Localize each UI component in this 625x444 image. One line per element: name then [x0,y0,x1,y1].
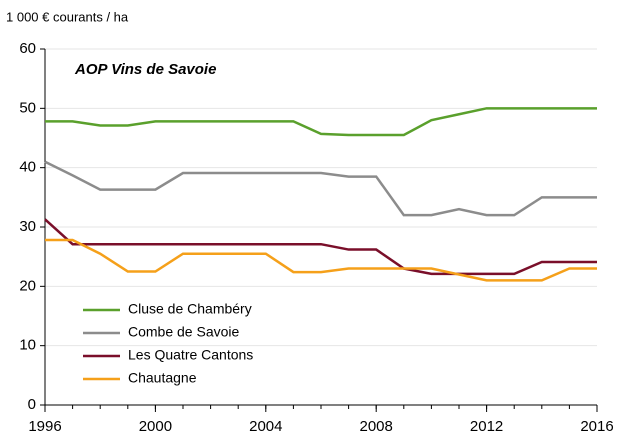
y-tick-label: 0 [28,396,36,413]
x-tick-label: 1996 [28,418,61,435]
y-tick-label: 10 [19,337,36,354]
x-tick-label: 2012 [470,418,503,435]
legend-label: Les Quatre Cantons [128,347,253,363]
y-tick-label: 50 [19,99,36,116]
legend-label: Cluse de Chambéry [128,301,252,317]
legend-label: Combe de Savoie [128,324,240,340]
series-line [44,160,597,217]
y-tick-label: 20 [19,277,36,294]
series-line [45,107,597,137]
chart-title: AOP Vins de Savoie [74,61,216,78]
y-tick-label: 30 [19,218,36,235]
legend-label: Chautagne [128,370,197,386]
series-line [45,238,597,282]
y-axis-label: 1 000 € courants / ha [6,9,129,24]
y-tick-label: 40 [19,159,36,176]
x-tick-label: 2000 [139,418,172,435]
x-tick-label: 2016 [580,418,613,435]
x-tick-label: 2008 [360,418,393,435]
x-tick-label: 2004 [249,418,282,435]
y-tick-label: 60 [19,40,36,57]
series-line [44,218,597,276]
